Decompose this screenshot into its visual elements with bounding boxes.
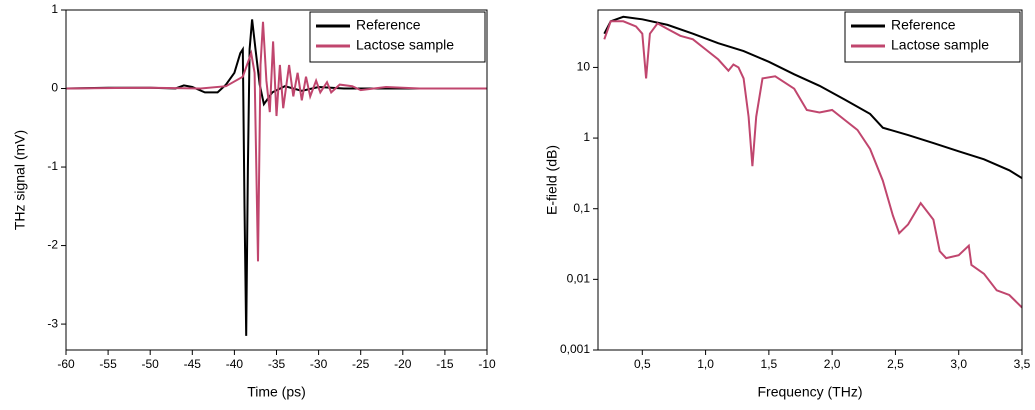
y-tick-label: -1 — [47, 159, 58, 173]
x-tick-label: -35 — [268, 357, 286, 371]
y-axis-label: THz signal (mV) — [12, 130, 28, 230]
legend-box — [844, 11, 1021, 63]
x-tick-label: 2,5 — [887, 357, 904, 371]
x-tick-label: 3,5 — [1014, 357, 1031, 371]
x-tick-label: -20 — [394, 357, 412, 371]
legend-label: Reference — [356, 17, 421, 33]
x-axis-label: Frequency (THz) — [757, 384, 862, 400]
x-tick-label: 3,0 — [950, 357, 967, 371]
x-tick-label: 0,5 — [634, 357, 651, 371]
y-tick-label: 0,001 — [560, 342, 590, 356]
legend-label: Reference — [891, 17, 956, 33]
y-tick-label: -2 — [47, 238, 58, 252]
y-tick-label: -3 — [47, 316, 58, 330]
y-tick-label: 0,01 — [567, 272, 591, 286]
legend-label: Lactose sample — [356, 37, 454, 53]
y-tick-label: 10 — [577, 60, 591, 74]
x-tick-label: -55 — [99, 357, 117, 371]
data-line — [603, 20, 1022, 309]
x-tick-label: -60 — [57, 357, 75, 371]
x-axis-label: Time (ps) — [247, 384, 306, 400]
x-tick-label: 2,0 — [824, 357, 841, 371]
x-tick-label: -30 — [310, 357, 328, 371]
x-tick-label: -25 — [352, 357, 370, 371]
x-tick-label: -40 — [226, 357, 244, 371]
y-tick-label: 1 — [51, 2, 58, 16]
y-tick-label: 0 — [51, 81, 58, 95]
x-tick-label: 1,0 — [697, 357, 714, 371]
x-tick-label: -45 — [184, 357, 202, 371]
y-tick-label: 1 — [583, 130, 590, 144]
data-line — [66, 19, 487, 336]
x-tick-label: -15 — [436, 357, 454, 371]
data-line — [66, 21, 487, 262]
legend-box — [309, 11, 486, 63]
x-tick-label: -50 — [142, 357, 160, 371]
plot-frame — [597, 9, 1023, 351]
legend-label: Lactose sample — [891, 37, 989, 53]
y-axis-label: E-field (dB) — [544, 145, 560, 215]
x-tick-label: 1,5 — [761, 357, 778, 371]
y-tick-label: 0,1 — [573, 201, 590, 215]
data-line — [603, 15, 1022, 180]
x-tick-label: -10 — [478, 357, 496, 371]
